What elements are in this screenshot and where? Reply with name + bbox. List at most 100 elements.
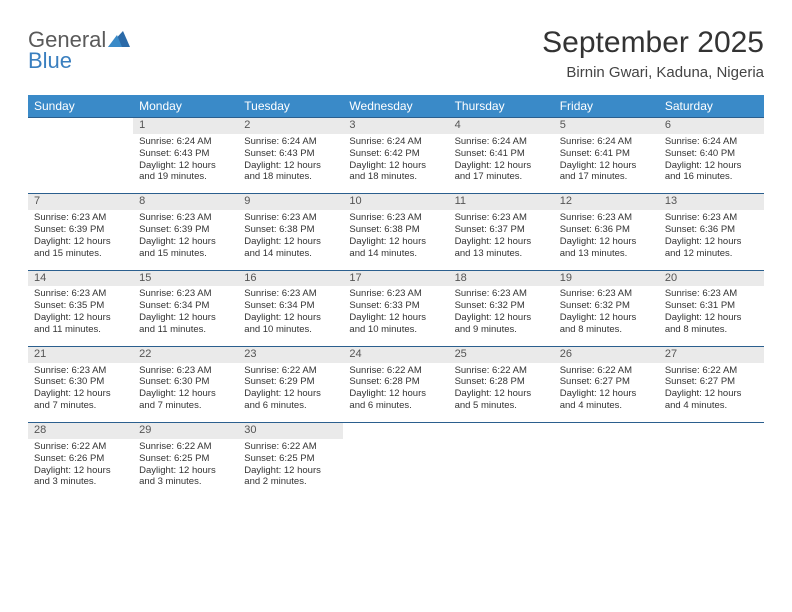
daylight-text: Daylight: 12 hours and 4 minutes. (665, 388, 758, 412)
sunrise-text: Sunrise: 6:24 AM (349, 136, 442, 148)
day-cell-content: Sunrise: 6:24 AMSunset: 6:41 PMDaylight:… (560, 136, 653, 184)
day-cell: Sunrise: 6:22 AMSunset: 6:28 PMDaylight:… (343, 363, 448, 423)
sunset-text: Sunset: 6:25 PM (244, 453, 337, 465)
day-cell: Sunrise: 6:23 AMSunset: 6:35 PMDaylight:… (28, 286, 133, 346)
sunrise-text: Sunrise: 6:23 AM (455, 212, 548, 224)
sunrise-text: Sunrise: 6:23 AM (560, 288, 653, 300)
sunset-text: Sunset: 6:28 PM (455, 376, 548, 388)
sunset-text: Sunset: 6:41 PM (455, 148, 548, 160)
day-number: 15 (133, 270, 238, 286)
sunset-text: Sunset: 6:38 PM (244, 224, 337, 236)
day-header: Sunday (28, 95, 133, 118)
daylight-text: Daylight: 12 hours and 18 minutes. (349, 160, 442, 184)
day-cell-content: Sunrise: 6:22 AMSunset: 6:25 PMDaylight:… (244, 441, 337, 489)
day-number: 11 (449, 194, 554, 210)
day-cell-content: Sunrise: 6:23 AMSunset: 6:38 PMDaylight:… (244, 212, 337, 260)
sunset-text: Sunset: 6:32 PM (560, 300, 653, 312)
day-cell: Sunrise: 6:23 AMSunset: 6:37 PMDaylight:… (449, 210, 554, 270)
sunrise-text: Sunrise: 6:22 AM (244, 441, 337, 453)
daynum-row: 123456 (28, 118, 764, 134)
sunset-text: Sunset: 6:31 PM (665, 300, 758, 312)
day-cell-content: Sunrise: 6:22 AMSunset: 6:28 PMDaylight:… (349, 365, 442, 413)
day-number: 12 (554, 194, 659, 210)
sunrise-text: Sunrise: 6:24 AM (455, 136, 548, 148)
sunset-text: Sunset: 6:30 PM (34, 376, 127, 388)
daylight-text: Daylight: 12 hours and 4 minutes. (560, 388, 653, 412)
daynum-row: 78910111213 (28, 194, 764, 210)
sunrise-text: Sunrise: 6:23 AM (455, 288, 548, 300)
day-cell: Sunrise: 6:23 AMSunset: 6:36 PMDaylight:… (554, 210, 659, 270)
sunset-text: Sunset: 6:29 PM (244, 376, 337, 388)
day-number: 17 (343, 270, 448, 286)
daylight-text: Daylight: 12 hours and 12 minutes. (665, 236, 758, 260)
content-row: Sunrise: 6:23 AMSunset: 6:30 PMDaylight:… (28, 363, 764, 423)
sunrise-text: Sunrise: 6:23 AM (34, 288, 127, 300)
day-number: 3 (343, 118, 448, 134)
sunrise-text: Sunrise: 6:23 AM (349, 288, 442, 300)
sunset-text: Sunset: 6:34 PM (244, 300, 337, 312)
daylight-text: Daylight: 12 hours and 9 minutes. (455, 312, 548, 336)
sunrise-text: Sunrise: 6:23 AM (139, 288, 232, 300)
day-cell: Sunrise: 6:23 AMSunset: 6:39 PMDaylight:… (133, 210, 238, 270)
day-cell: Sunrise: 6:23 AMSunset: 6:36 PMDaylight:… (659, 210, 764, 270)
sunrise-text: Sunrise: 6:23 AM (665, 212, 758, 224)
day-cell: Sunrise: 6:22 AMSunset: 6:25 PMDaylight:… (238, 439, 343, 499)
day-cell (343, 439, 448, 499)
sunset-text: Sunset: 6:35 PM (34, 300, 127, 312)
sunrise-text: Sunrise: 6:24 AM (139, 136, 232, 148)
day-number: 27 (659, 346, 764, 362)
day-number: 5 (554, 118, 659, 134)
sunset-text: Sunset: 6:34 PM (139, 300, 232, 312)
sunrise-text: Sunrise: 6:22 AM (455, 365, 548, 377)
day-number: 7 (28, 194, 133, 210)
header: GeneralBlue September 2025 Birnin Gwari,… (28, 26, 764, 81)
sunset-text: Sunset: 6:42 PM (349, 148, 442, 160)
sunset-text: Sunset: 6:38 PM (349, 224, 442, 236)
day-cell-content: Sunrise: 6:23 AMSunset: 6:36 PMDaylight:… (560, 212, 653, 260)
content-row: Sunrise: 6:24 AMSunset: 6:43 PMDaylight:… (28, 134, 764, 194)
day-cell: Sunrise: 6:23 AMSunset: 6:30 PMDaylight:… (28, 363, 133, 423)
day-cell: Sunrise: 6:24 AMSunset: 6:43 PMDaylight:… (133, 134, 238, 194)
day-cell-content: Sunrise: 6:23 AMSunset: 6:36 PMDaylight:… (665, 212, 758, 260)
daylight-text: Daylight: 12 hours and 8 minutes. (665, 312, 758, 336)
sunset-text: Sunset: 6:33 PM (349, 300, 442, 312)
day-cell-content: Sunrise: 6:22 AMSunset: 6:27 PMDaylight:… (560, 365, 653, 413)
sunset-text: Sunset: 6:37 PM (455, 224, 548, 236)
day-cell: Sunrise: 6:23 AMSunset: 6:38 PMDaylight:… (238, 210, 343, 270)
daylight-text: Daylight: 12 hours and 6 minutes. (244, 388, 337, 412)
daynum-row: 14151617181920 (28, 270, 764, 286)
daylight-text: Daylight: 12 hours and 14 minutes. (349, 236, 442, 260)
sunrise-text: Sunrise: 6:22 AM (34, 441, 127, 453)
day-cell-content: Sunrise: 6:24 AMSunset: 6:42 PMDaylight:… (349, 136, 442, 184)
content-row: Sunrise: 6:23 AMSunset: 6:35 PMDaylight:… (28, 286, 764, 346)
day-number (343, 423, 448, 439)
daylight-text: Daylight: 12 hours and 2 minutes. (244, 465, 337, 489)
daylight-text: Daylight: 12 hours and 10 minutes. (244, 312, 337, 336)
day-cell: Sunrise: 6:22 AMSunset: 6:27 PMDaylight:… (659, 363, 764, 423)
logo-word2: Blue (28, 48, 72, 73)
sunset-text: Sunset: 6:40 PM (665, 148, 758, 160)
day-header: Saturday (659, 95, 764, 118)
daylight-text: Daylight: 12 hours and 7 minutes. (34, 388, 127, 412)
content-row: Sunrise: 6:23 AMSunset: 6:39 PMDaylight:… (28, 210, 764, 270)
day-number (659, 423, 764, 439)
day-cell: Sunrise: 6:23 AMSunset: 6:32 PMDaylight:… (449, 286, 554, 346)
daylight-text: Daylight: 12 hours and 16 minutes. (665, 160, 758, 184)
title-block: September 2025 Birnin Gwari, Kaduna, Nig… (542, 26, 764, 81)
day-cell (28, 134, 133, 194)
day-number: 23 (238, 346, 343, 362)
sunrise-text: Sunrise: 6:24 AM (560, 136, 653, 148)
day-cell: Sunrise: 6:22 AMSunset: 6:25 PMDaylight:… (133, 439, 238, 499)
sunrise-text: Sunrise: 6:22 AM (665, 365, 758, 377)
sunset-text: Sunset: 6:36 PM (665, 224, 758, 236)
sunset-text: Sunset: 6:27 PM (665, 376, 758, 388)
sunrise-text: Sunrise: 6:23 AM (139, 212, 232, 224)
sunrise-text: Sunrise: 6:24 AM (665, 136, 758, 148)
sunrise-text: Sunrise: 6:23 AM (349, 212, 442, 224)
day-number: 28 (28, 423, 133, 439)
page-title: September 2025 (542, 26, 764, 60)
day-number: 18 (449, 270, 554, 286)
day-number: 29 (133, 423, 238, 439)
day-cell: Sunrise: 6:23 AMSunset: 6:33 PMDaylight:… (343, 286, 448, 346)
logo-sail-icon (108, 30, 130, 51)
